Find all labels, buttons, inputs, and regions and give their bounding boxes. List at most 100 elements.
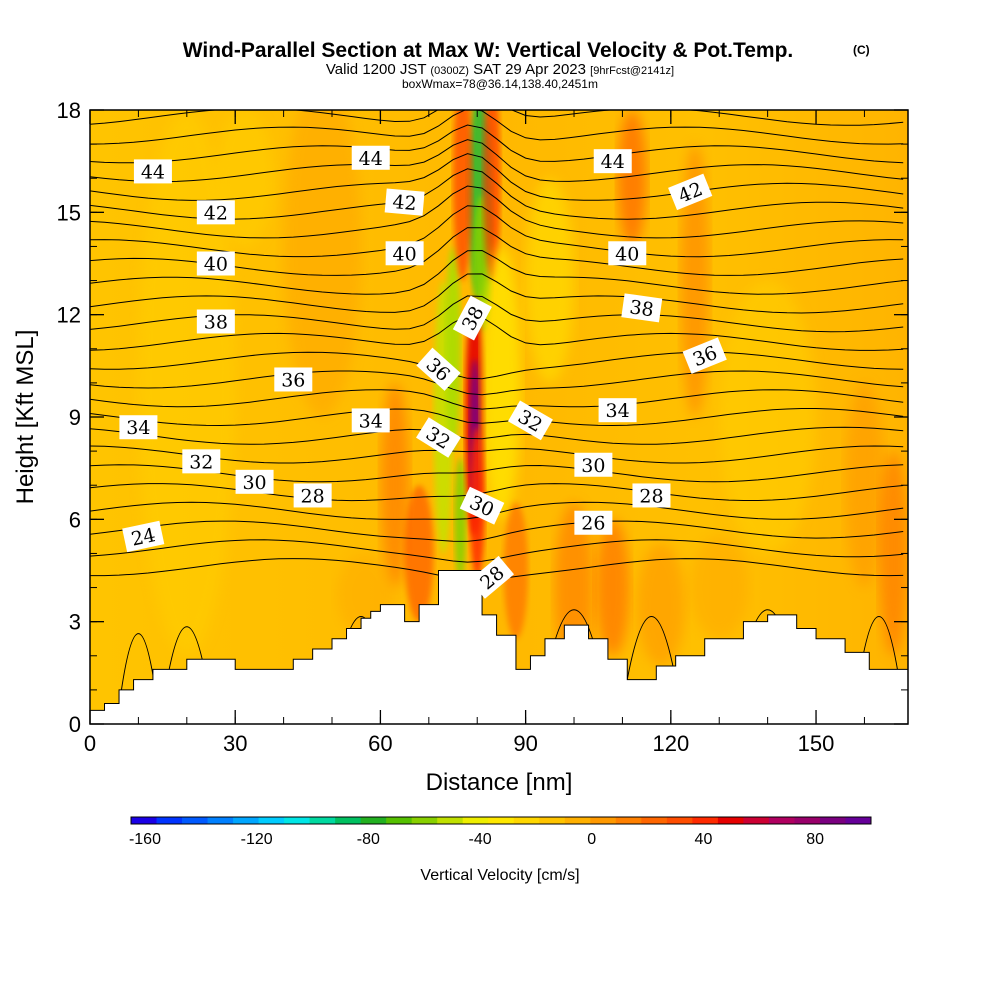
theta-contour-line <box>90 273 904 314</box>
contour-label: 36 <box>682 337 727 374</box>
colorbar-swatch <box>590 817 617 824</box>
colorbar-tick-label: -120 <box>241 831 273 848</box>
theta-contour-line <box>90 351 904 380</box>
chart-subtitle: Valid 1200 JST (0300Z) SAT 29 Apr 2023 [… <box>326 61 674 78</box>
contour-label-text: 34 <box>605 400 629 422</box>
theta-contour-line <box>90 445 904 464</box>
contour-label-text: 30 <box>581 455 605 477</box>
colorbar-tick-label: -40 <box>468 831 491 848</box>
theta-contour-line <box>90 315 904 351</box>
colorbar-tick-label: -80 <box>357 831 380 848</box>
contour-label: 30 <box>574 452 613 477</box>
contour-label-text: 42 <box>392 191 418 215</box>
y-tick-label: 12 <box>57 303 81 328</box>
contour-label: 42 <box>668 173 713 211</box>
contour-label: 24 <box>122 520 165 553</box>
colorbar-swatch <box>819 817 846 824</box>
x-tick-label: 90 <box>513 731 537 756</box>
theta-contour-line <box>90 110 904 145</box>
contour-label: 44 <box>133 159 172 184</box>
velocity-blob <box>617 110 647 247</box>
y-tick-label: 3 <box>69 610 81 635</box>
theta-contour-line <box>90 153 904 201</box>
theta-contour-line <box>90 483 904 502</box>
contour-label: 32 <box>182 449 221 474</box>
contour-label: 40 <box>385 241 424 266</box>
contour-label-text: 38 <box>204 311 228 333</box>
colorbar-swatch <box>360 817 387 824</box>
contour-label: 36 <box>274 367 313 392</box>
contour-label: 30 <box>235 469 274 494</box>
colorbar-swatch <box>233 817 260 824</box>
colorbar-swatch <box>794 817 821 824</box>
y-axis-label: Height [Kft MSL] <box>12 330 39 505</box>
theta-contour-line <box>90 124 904 164</box>
colorbar-swatch <box>488 817 515 824</box>
chart-title-mark: (C) <box>853 43 870 57</box>
contour-label-text: 40 <box>393 243 417 265</box>
colorbar-tick-label: -160 <box>129 831 161 848</box>
contour-label: 26 <box>574 510 613 535</box>
velocity-blob <box>636 543 686 667</box>
colorbar-swatch <box>692 817 719 824</box>
velocity-blob <box>215 110 274 247</box>
y-tick-label: 18 <box>57 98 81 123</box>
contour-label: 44 <box>593 149 632 174</box>
colorbar-swatch <box>284 817 311 824</box>
theta-contour-line <box>90 408 904 427</box>
contour-label-text: 34 <box>126 417 150 439</box>
theta-contour-line <box>90 249 904 295</box>
colorbar-tick-label: 0 <box>587 831 596 848</box>
velocity-blob <box>878 451 908 656</box>
colorbar-swatch <box>666 817 693 824</box>
y-tick-label: 15 <box>57 200 81 225</box>
colorbar-swatch <box>564 817 591 824</box>
contour-label-text: 36 <box>281 369 305 391</box>
colorbar-swatch <box>131 817 158 824</box>
y-tick-label: 9 <box>69 405 81 430</box>
y-tick-label: 0 <box>69 712 81 737</box>
colorbar-swatch <box>386 817 413 824</box>
colorbar-tick-label: 80 <box>806 831 824 848</box>
theta-contour-line <box>90 426 904 445</box>
y-tick-label: 6 <box>69 507 81 532</box>
contour-label-text: 34 <box>359 410 383 432</box>
theta-contour-line <box>90 110 904 126</box>
colorbar-swatch <box>768 817 795 824</box>
colorbar-tick-label: 40 <box>695 831 713 848</box>
contour-label-text: 38 <box>628 296 655 321</box>
contour-label-text: 44 <box>141 161 165 183</box>
contour-label: 34 <box>119 415 158 440</box>
contour-label-text: 26 <box>581 513 605 535</box>
contour-label: 28 <box>293 483 332 508</box>
contour-label: 40 <box>196 251 235 276</box>
colorbar-frame <box>130 816 872 825</box>
contour-label: 34 <box>351 408 390 433</box>
x-tick-label: 0 <box>84 731 96 756</box>
colorbar-swatch <box>309 817 336 824</box>
contour-label: 34 <box>598 398 637 423</box>
x-tick-label: 60 <box>368 731 392 756</box>
contour-label-text: 44 <box>359 148 383 170</box>
colorbar-swatch <box>335 817 362 824</box>
velocity-blob <box>445 246 461 452</box>
contour-label: 44 <box>351 145 390 170</box>
x-tick-label: 120 <box>652 731 689 756</box>
theta-contour-line <box>90 520 904 542</box>
velocity-blob <box>719 280 817 554</box>
contour-label: 28 <box>632 483 671 508</box>
contour-label: 38 <box>621 293 663 323</box>
colorbar-swatch <box>462 817 489 824</box>
contour-label-text: 24 <box>129 524 157 551</box>
velocity-blob <box>453 110 473 281</box>
contour-label-text: 42 <box>204 202 228 224</box>
velocity-blob <box>138 110 236 656</box>
velocity-blob <box>283 110 362 417</box>
velocity-blob <box>482 246 521 520</box>
colorbar-swatch <box>207 817 234 824</box>
colorbar-swatch <box>845 817 872 824</box>
colorbar: -160 -120 -80 -40 0 40 80 <box>129 816 872 848</box>
